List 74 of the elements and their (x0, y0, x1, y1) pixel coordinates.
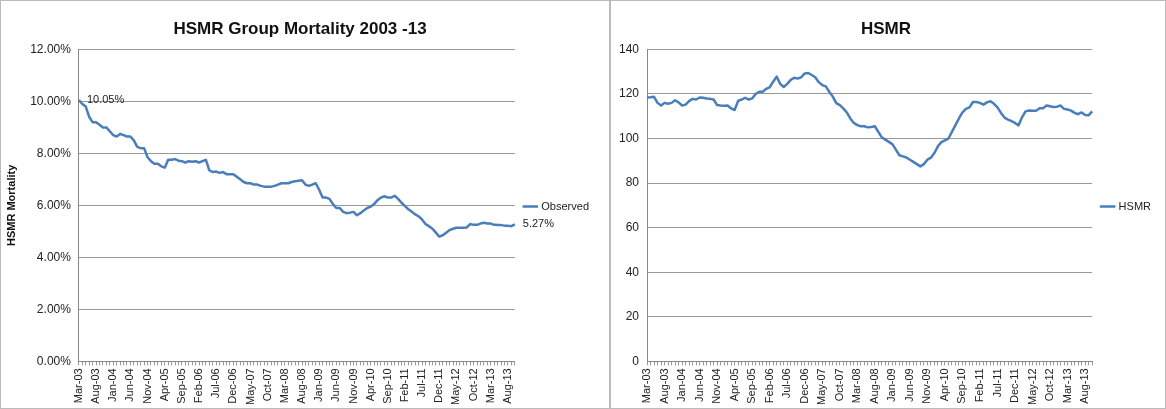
x-tick-label: Jul-06 (209, 368, 222, 399)
x-tick-label: Jul-06 (780, 368, 793, 399)
y-tick-label: 10.00% (30, 93, 72, 108)
x-tick-label: Mar-03 (71, 368, 84, 404)
x-tick-label: Nov-09 (920, 368, 933, 404)
x-tick-label: Sep-05 (745, 368, 758, 404)
x-tick-label: Apr-10 (937, 368, 950, 402)
chart-title: HSMR Group Mortality 2003 -13 (173, 18, 427, 38)
x-tick-label: Feb-11 (972, 368, 985, 403)
x-tick-label: Mar-13 (1060, 368, 1073, 404)
y-tick-label: 0.00% (36, 353, 72, 368)
x-tick-label: Dec-11 (1008, 368, 1021, 403)
x-tick-label: Jan-04 (106, 368, 119, 402)
x-tick-label: Jun-09 (329, 368, 342, 402)
x-tick-label: Nov-09 (346, 368, 359, 404)
y-tick-label: 8.00% (36, 145, 72, 160)
y-tick-label: 20 (625, 309, 640, 324)
y-tick-label: 80 (625, 175, 640, 190)
x-tick-label: Apr-10 (363, 368, 376, 402)
x-tick-label: Jun-09 (902, 368, 915, 402)
x-tick-label: Apr-05 (157, 368, 170, 402)
legend-label: Observed (541, 199, 590, 212)
y-axis-title: HSMR Mortality (4, 163, 17, 246)
x-tick-label: May-07 (243, 368, 256, 406)
y-tick-label: 2.00% (36, 301, 72, 316)
x-tick-label: Sep-10 (955, 368, 968, 404)
x-tick-label: Feb-11 (398, 368, 411, 403)
x-tick-label: Jan-09 (885, 368, 898, 402)
x-tick-label: Aug-08 (295, 368, 308, 404)
x-tick-label: Mar-08 (277, 368, 290, 404)
x-tick-label: Aug-03 (89, 368, 102, 404)
x-tick-label: May-12 (449, 368, 462, 406)
y-tick-label: 120 (618, 86, 640, 101)
x-tick-label: Jan-09 (312, 368, 325, 402)
y-tick-label: 40 (625, 264, 640, 279)
y-tick-label: 60 (625, 219, 640, 234)
x-tick-label: Dec-06 (797, 368, 810, 404)
x-tick-label: Dec-06 (226, 368, 239, 404)
y-tick-label: 140 (618, 41, 640, 56)
x-tick-label: May-12 (1025, 368, 1038, 406)
y-tick-label: 4.00% (36, 249, 72, 264)
x-tick-label: Aug-08 (867, 368, 880, 404)
x-tick-label: Mar-03 (640, 368, 653, 404)
x-tick-label: Sep-10 (380, 368, 393, 404)
x-tick-label: Jul-11 (415, 368, 428, 398)
x-tick-label: Aug-13 (500, 368, 513, 404)
x-tick-label: Aug-03 (657, 368, 670, 404)
data-label: 10.05% (86, 93, 125, 106)
x-tick-label: Apr-05 (727, 368, 740, 402)
y-tick-label: 100 (618, 130, 640, 145)
x-tick-label: Oct-07 (260, 368, 273, 402)
x-tick-label: Jun-04 (692, 368, 705, 402)
x-tick-label: Feb-06 (192, 368, 205, 404)
x-tick-label: Mar-13 (483, 368, 496, 404)
y-tick-label: 0 (632, 353, 640, 368)
x-tick-label: Dec-11 (432, 368, 445, 403)
x-tick-label: Nov-04 (710, 368, 723, 404)
data-label: 5.27% (522, 217, 555, 230)
x-tick-label: Jul-11 (990, 368, 1003, 398)
x-tick-label: Jan-04 (675, 368, 688, 402)
y-tick-label: 12.00% (30, 41, 72, 56)
chart-title: HSMR (860, 18, 912, 38)
x-tick-label: Oct-12 (1043, 368, 1056, 402)
x-tick-label: Aug-13 (1078, 368, 1091, 404)
x-tick-label: May-07 (815, 368, 828, 406)
x-tick-label: Sep-05 (174, 368, 187, 404)
x-tick-label: Nov-04 (140, 368, 153, 404)
legend-label: HSMR (1118, 199, 1152, 212)
y-tick-label: 6.00% (36, 197, 72, 212)
x-tick-label: Jun-04 (123, 368, 136, 402)
x-tick-label: Oct-07 (832, 368, 845, 402)
x-tick-label: Feb-06 (762, 368, 775, 404)
x-tick-label: Mar-08 (850, 368, 863, 404)
x-tick-label: Oct-12 (466, 368, 479, 402)
